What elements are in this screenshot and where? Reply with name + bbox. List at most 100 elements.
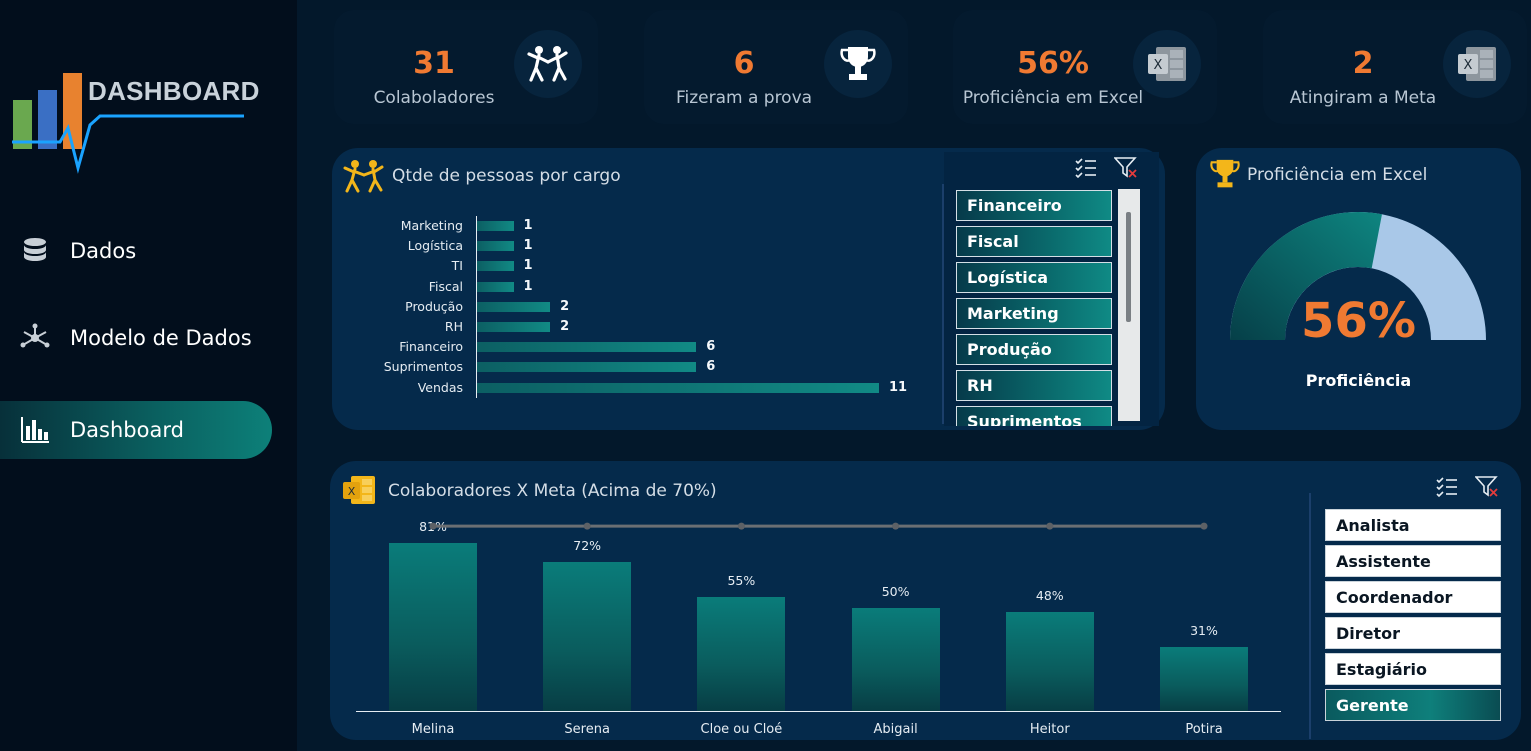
bar-chart-icon — [0, 417, 70, 443]
kpi-card-colaboradores: 31 Colaboladores — [334, 10, 598, 124]
bar[interactable] — [697, 597, 786, 711]
meta-line-point — [583, 522, 591, 530]
meta-line-point — [892, 522, 900, 530]
slicer-item-marketing[interactable]: Marketing — [956, 298, 1112, 329]
data-label: 11 — [889, 379, 908, 395]
category-label: TI — [451, 258, 463, 274]
sidebar-item-label: Modelo de Dados — [70, 326, 252, 350]
sidebar-item-dados[interactable]: Dados — [0, 222, 272, 280]
bar[interactable] — [477, 281, 514, 292]
bar[interactable] — [389, 543, 477, 711]
kpi-card-atingiram-meta: 2 Atingiram a Meta X — [1263, 10, 1527, 124]
category-label: RH — [444, 319, 463, 334]
panel-title: Proficiência em Excel — [1247, 165, 1428, 185]
multi-select-icon[interactable] — [1075, 157, 1097, 179]
bar[interactable] — [477, 322, 551, 332]
bar[interactable] — [477, 301, 551, 312]
svg-text:X: X — [348, 485, 356, 498]
people-dancing-icon — [514, 30, 582, 98]
slicer-divider — [942, 184, 944, 424]
gauge-chart — [1230, 212, 1486, 340]
excel-icon: X — [1443, 30, 1511, 98]
data-label: 1 — [523, 278, 533, 294]
clear-filter-icon[interactable] — [1475, 476, 1499, 498]
slicer-item-producao[interactable]: Produção — [956, 334, 1112, 365]
meta-line-point — [1046, 522, 1054, 530]
slicer-divider — [1309, 493, 1311, 739]
data-label: 55% — [727, 573, 756, 589]
data-label: 6 — [706, 359, 716, 375]
dashboard-logo-icon — [12, 73, 244, 174]
kpi-label: Colaboladores — [373, 88, 495, 108]
excel-icon: X — [1133, 30, 1201, 98]
slicer-item-coordenador[interactable]: Coordenador — [1325, 581, 1501, 613]
bar[interactable] — [477, 342, 697, 353]
category-label: Potira — [1185, 722, 1223, 737]
category-label: Abigail — [873, 722, 918, 737]
excel-icon: X — [343, 476, 375, 504]
slicer-item-diretor[interactable]: Diretor — [1325, 617, 1501, 649]
meta-chart-panel: X Colaboradores X Meta (Acima de 70%) 81… — [330, 461, 1521, 740]
bar[interactable] — [477, 362, 697, 373]
data-label: 1 — [523, 238, 533, 254]
sidebar-item-dashboard[interactable]: Dashboard — [0, 401, 272, 459]
kpi-value: 31 — [413, 46, 455, 81]
data-label: 6 — [706, 339, 716, 355]
bar[interactable] — [851, 607, 940, 711]
gauge-value-arc — [1230, 212, 1382, 340]
kpi-value: 6 — [733, 46, 755, 81]
meta-line-point — [429, 522, 437, 530]
meta-line-point — [1200, 522, 1208, 530]
slicer-item-gerente[interactable]: Gerente — [1325, 689, 1501, 721]
kpi-label: Fizeram a prova — [675, 88, 813, 108]
slicer-item-logistica[interactable]: Logística — [956, 262, 1112, 293]
slicer-item-assistente[interactable]: Assistente — [1325, 545, 1501, 577]
data-label: 50% — [881, 583, 910, 599]
kpi-card-proficiencia: 56% Proficiência em Excel X — [953, 10, 1217, 124]
sidebar-item-label: Dashboard — [70, 418, 184, 442]
bar[interactable] — [543, 561, 632, 711]
category-label: Cloe ou Cloé — [700, 722, 783, 737]
slicer-item-estagiario[interactable]: Estagiário — [1325, 653, 1501, 685]
bar[interactable] — [1005, 611, 1094, 711]
kpi-card-fizeram-prova: 6 Fizeram a prova — [644, 10, 908, 124]
clear-filter-icon[interactable] — [1114, 157, 1138, 179]
kpi-label: Proficiência em Excel — [962, 88, 1144, 108]
slicer-scrollbar-thumb[interactable] — [1126, 212, 1131, 322]
category-label: Produção — [405, 298, 463, 314]
category-label: Vendas — [417, 379, 463, 395]
slicer-item-financeiro[interactable]: Financeiro — [956, 190, 1112, 221]
data-label: 72% — [573, 537, 602, 553]
data-label: 1 — [523, 218, 533, 233]
panel-title: Colaboradores X Meta (Acima de 70%) — [388, 481, 717, 501]
svg-text:X: X — [1154, 58, 1163, 73]
category-label: Heitor — [1029, 722, 1070, 737]
category-label: Logística — [407, 238, 463, 254]
sidebar-item-modelo-de-dados[interactable]: Modelo de Dados — [0, 309, 272, 367]
slicer-item-analista[interactable]: Analista — [1325, 509, 1501, 541]
data-label: 2 — [560, 319, 570, 334]
data-label: 1 — [523, 258, 533, 274]
sidebar-item-label: Dados — [70, 239, 137, 263]
bar[interactable] — [477, 382, 879, 393]
network-icon — [0, 323, 70, 353]
bar[interactable] — [477, 261, 514, 272]
slicer-item-rh[interactable]: RH — [956, 370, 1112, 401]
svg-text:X: X — [1464, 58, 1473, 73]
bar[interactable] — [1160, 646, 1248, 711]
bar[interactable] — [477, 221, 514, 231]
multi-select-icon[interactable] — [1436, 476, 1458, 498]
data-label: 48% — [1035, 587, 1064, 603]
bar[interactable] — [477, 241, 514, 252]
category-label: Fiscal — [428, 278, 463, 294]
x-axis-line — [356, 711, 1281, 712]
meta-line-point — [737, 522, 745, 530]
gauge-label: Proficiência — [1305, 371, 1412, 390]
slicer-item-fiscal[interactable]: Fiscal — [956, 226, 1112, 257]
y-axis-line — [476, 216, 477, 398]
slicer-item-suprimentos[interactable]: Suprimentos — [956, 406, 1112, 426]
cargo-slicer: Financeiro Fiscal Logística Marketing Pr… — [944, 152, 1159, 426]
category-label: Suprimentos — [383, 359, 463, 375]
category-label: Serena — [564, 722, 610, 737]
cargo-chart-panel: Qtde de pessoas por cargo Marketing 1 Logí… — [332, 148, 1165, 430]
